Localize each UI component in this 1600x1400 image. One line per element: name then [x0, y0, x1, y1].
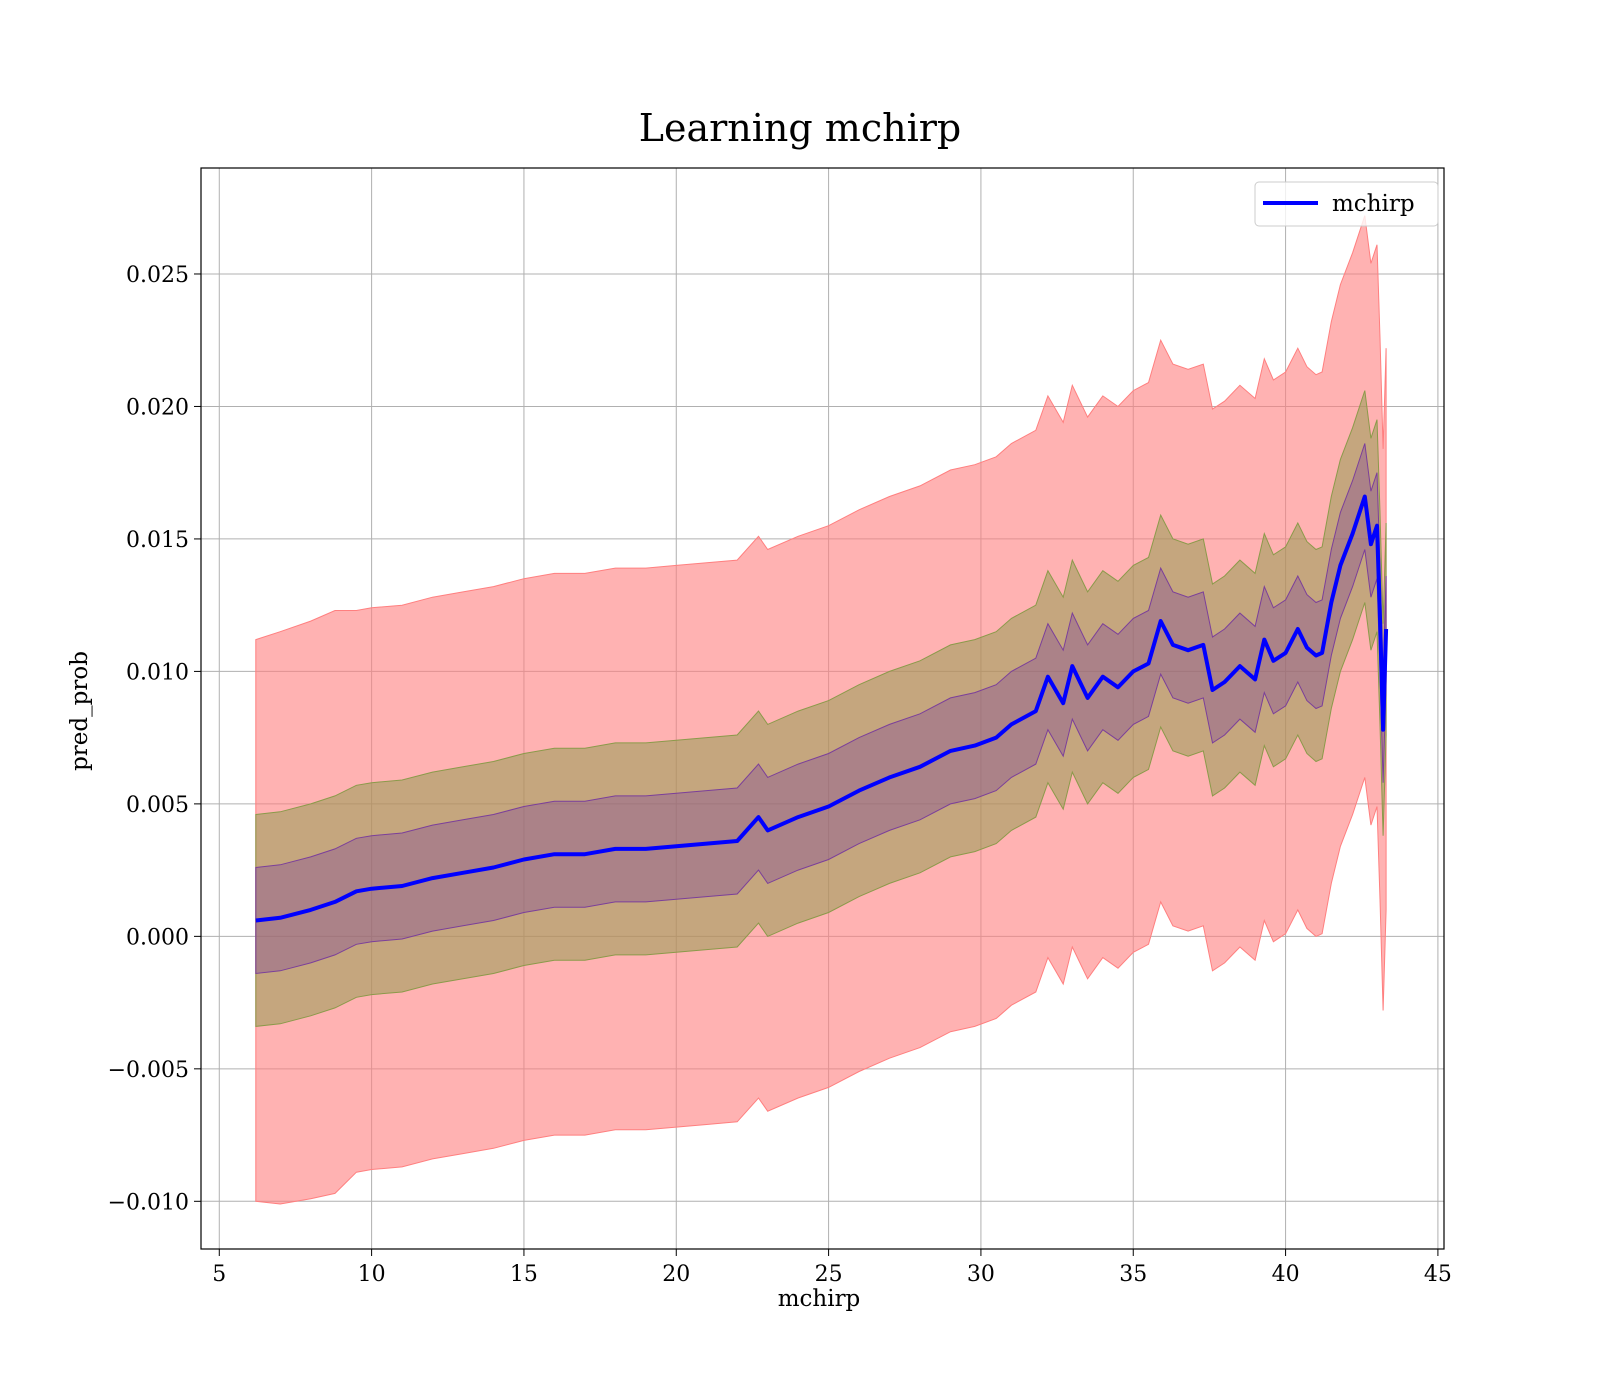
x-tick-label: 45	[1424, 1262, 1452, 1287]
y-tick-label: −0.010	[108, 1190, 189, 1215]
y-tick-label: 0.015	[126, 528, 189, 553]
confidence-bands	[255, 215, 1387, 1205]
legend-label: mchirp	[1332, 191, 1415, 217]
plot-frame	[200, 167, 1445, 1250]
x-tick-label: 40	[1272, 1262, 1300, 1287]
x-axis-ticks: 5 10 15 20 25 30 35 40 45	[212, 1249, 1452, 1287]
y-tick-label: 0.020	[126, 395, 189, 420]
x-tick-label: 30	[967, 1262, 995, 1287]
x-tick-label: 35	[1119, 1262, 1147, 1287]
x-axis-label: mchirp	[778, 1286, 861, 1312]
x-tick-label: 25	[815, 1262, 843, 1287]
series-line-mchirp	[255, 494, 1389, 923]
band-mid	[255, 390, 1387, 1027]
x-tick-label: 5	[212, 1262, 226, 1287]
y-axis-label: pred_prob	[67, 651, 93, 771]
y-tick-label: −0.005	[108, 1058, 189, 1083]
chart-title: Learning mchirp	[639, 106, 961, 150]
x-tick-label: 10	[358, 1262, 386, 1287]
y-axis-ticks: −0.010 −0.005 0.000 0.005 0.010 0.015 0.020 0.0…	[108, 263, 201, 1215]
x-tick-label: 15	[510, 1262, 538, 1287]
y-tick-label: 0.005	[126, 793, 189, 818]
x-tick-label: 20	[662, 1262, 690, 1287]
y-tick-label: 0.000	[126, 925, 189, 950]
y-tick-label: 0.025	[126, 263, 189, 288]
series-lines	[255, 494, 1389, 923]
legend-box	[1254, 181, 1439, 227]
legend: mchirp	[1254, 181, 1439, 227]
y-tick-label: 0.010	[126, 660, 189, 685]
